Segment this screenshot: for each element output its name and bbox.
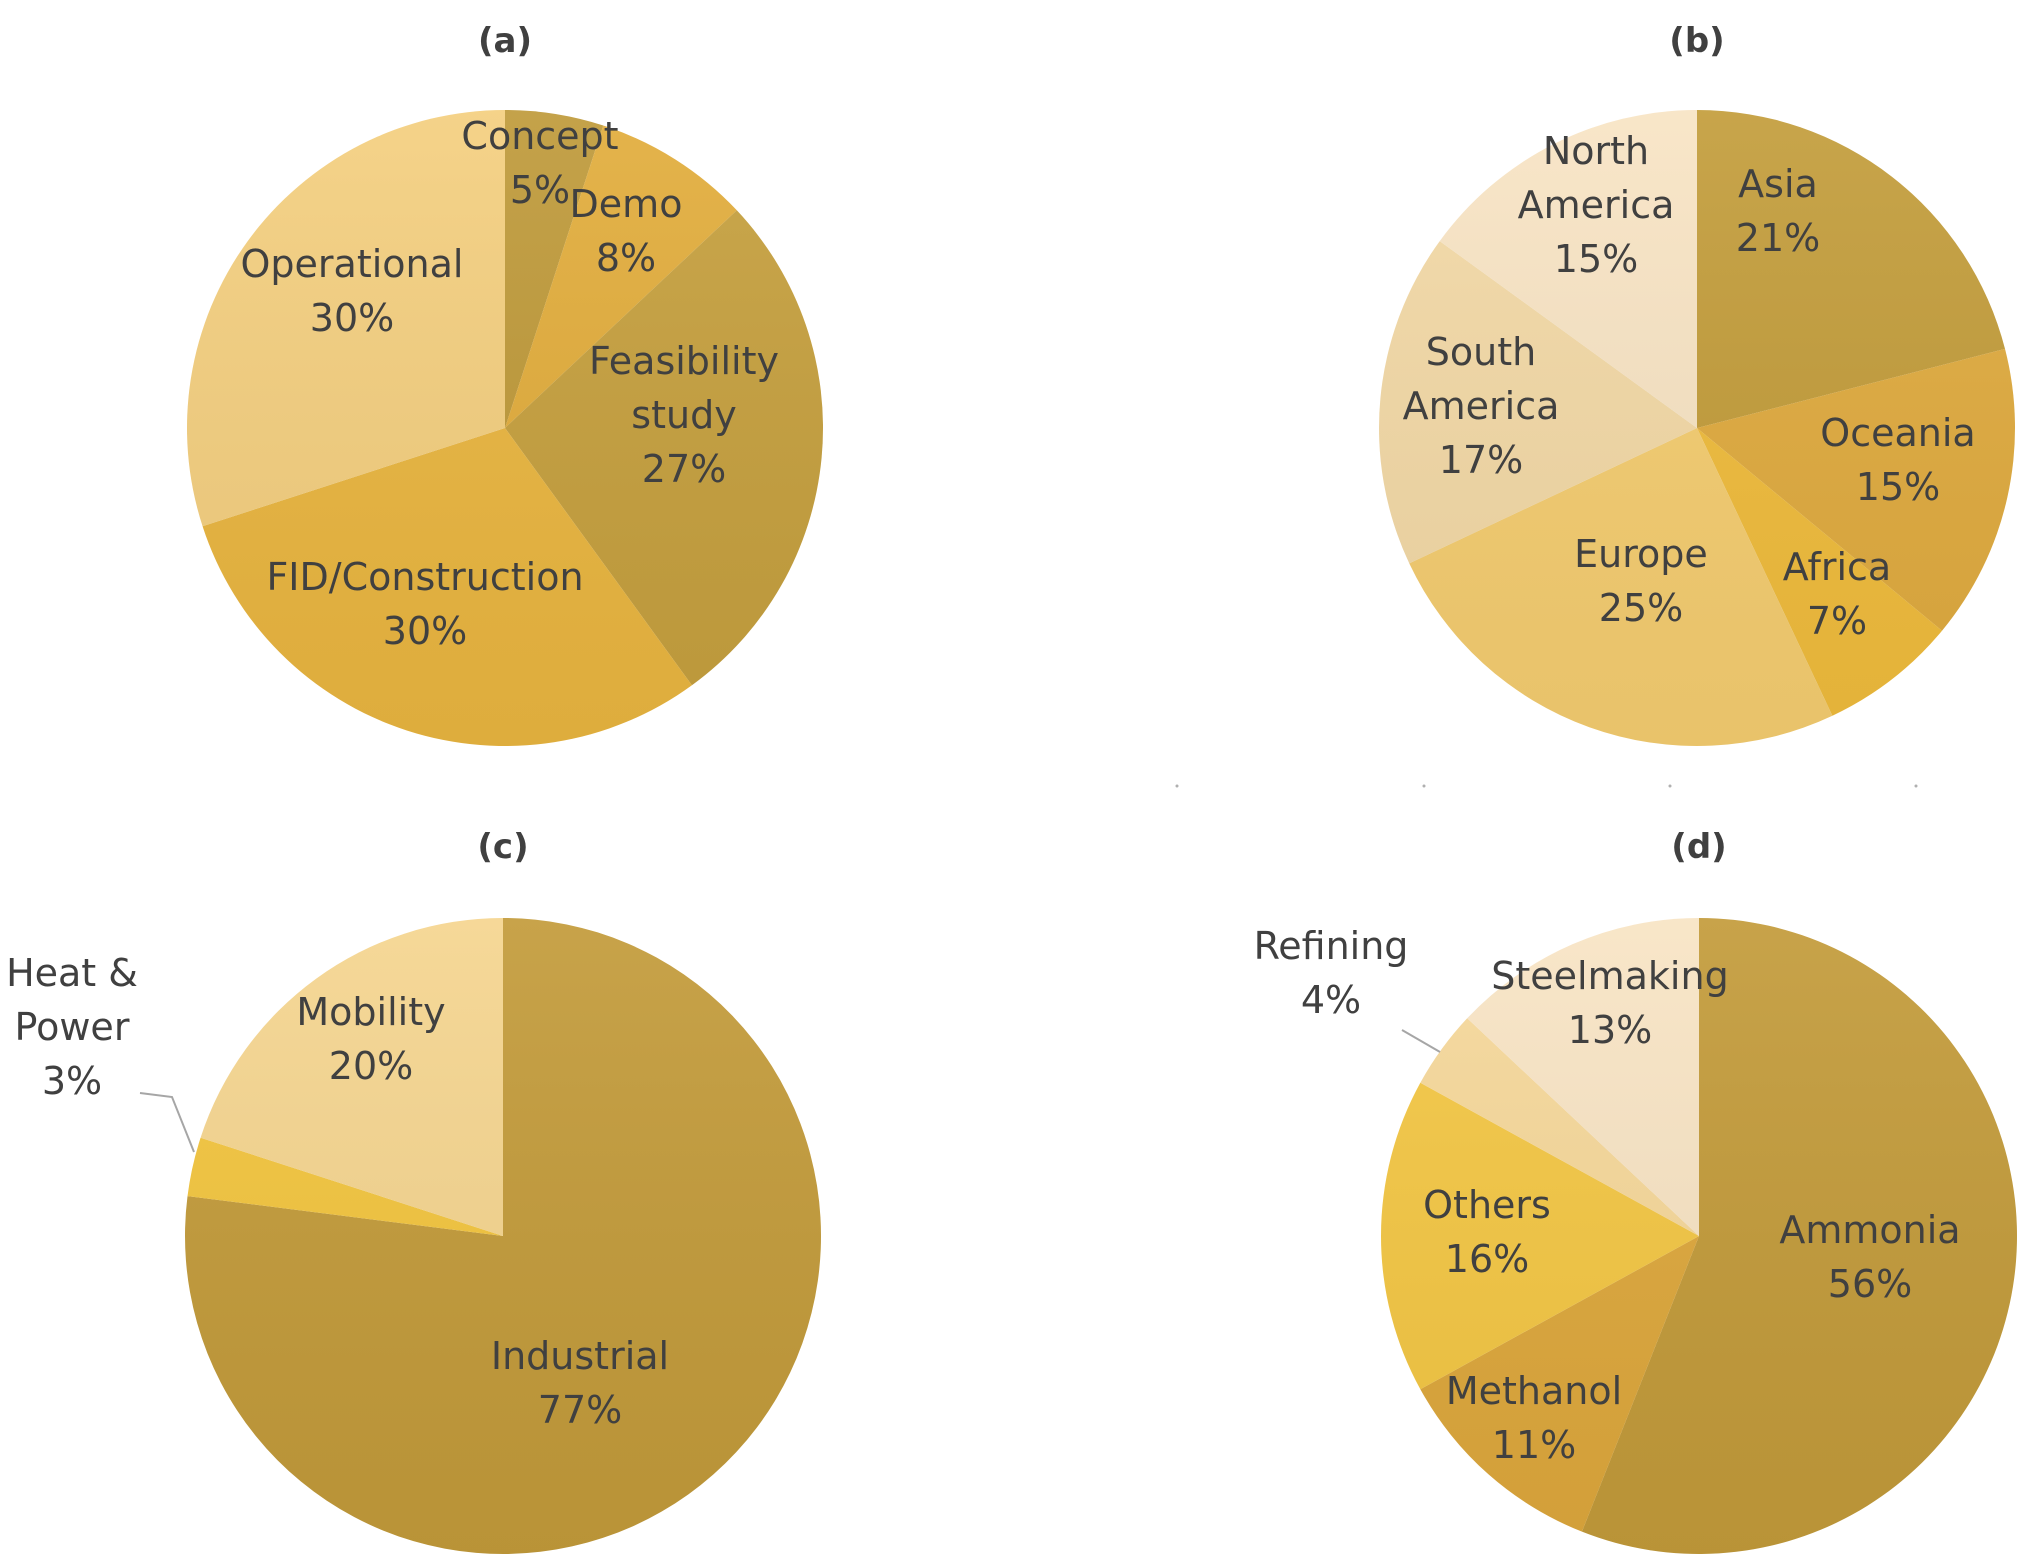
- pie-panel-a: (a) Concept 5% Demo 8% Feasibility study 27% FI…: [186, 21, 824, 747]
- slice-label-line: North: [1543, 129, 1649, 173]
- slice-label-line: Steelmaking: [1491, 954, 1728, 998]
- slice-label-line: 3%: [42, 1059, 102, 1103]
- slice-label-concept: Concept 5%: [461, 114, 618, 212]
- slice-label-line: 8%: [596, 236, 656, 280]
- slice-label-line: America: [1403, 384, 1560, 428]
- slice-label-line: 20%: [329, 1044, 413, 1088]
- slice-label-line: 16%: [1445, 1237, 1529, 1281]
- slice-label-line: 77%: [538, 1388, 622, 1432]
- slice-label-line: Demo: [570, 182, 683, 226]
- slice-label-operational: Operational 30%: [241, 242, 464, 340]
- slice-label-line: 30%: [310, 296, 394, 340]
- slice-label-line: 25%: [1599, 586, 1683, 630]
- panel-title-a: (a): [478, 21, 532, 61]
- refining-leader-line: [1401, 1029, 1441, 1053]
- slice-label-line: 15%: [1856, 465, 1940, 509]
- slice-label-line: study: [631, 393, 736, 437]
- slice-label-line: Mobility: [296, 990, 445, 1034]
- slice-label-oceania: Oceania 15%: [1820, 411, 1975, 509]
- pie-shading-overlay: [1379, 110, 2015, 746]
- slice-label-line: 15%: [1554, 237, 1638, 281]
- slice-label-mobility: Mobility 20%: [296, 990, 445, 1088]
- slice-label-line: Others: [1423, 1183, 1551, 1227]
- slice-label-line: Industrial: [491, 1334, 669, 1378]
- slice-label-feasibility-study: Feasibility study 27%: [589, 339, 779, 491]
- slice-label-demo: Demo 8%: [570, 182, 683, 280]
- slice-label-methanol: Methanol 11%: [1446, 1369, 1622, 1467]
- pie-shading-overlay: [187, 110, 823, 746]
- stray-dots: [1175, 784, 1918, 788]
- slice-label-ammonia: Ammonia 56%: [1779, 1208, 1960, 1306]
- slice-label-line: Africa: [1783, 545, 1891, 589]
- slice-label-line: 4%: [1301, 978, 1361, 1022]
- pie-shading-overlay: [185, 918, 821, 1554]
- panel-title-b: (b): [1669, 21, 1724, 61]
- slice-label-line: Refining: [1254, 924, 1409, 968]
- slice-label-others: Others 16%: [1423, 1183, 1551, 1281]
- pie-shading-overlay: [1381, 918, 2017, 1554]
- slice-label-europe: Europe 25%: [1574, 532, 1708, 630]
- slice-label-line: 5%: [510, 168, 570, 212]
- slice-label-line: 56%: [1828, 1262, 1912, 1306]
- slice-label-heat-power: Heat & Power 3%: [6, 951, 138, 1103]
- slice-label-line: Asia: [1738, 162, 1818, 206]
- heat-power-leader-line: [139, 1092, 195, 1153]
- pie-panel-b: (b) Asia 21% Oceania 15% Africa 7% Europe 25% So…: [1378, 21, 2015, 747]
- slice-label-line: 17%: [1439, 438, 1523, 482]
- slice-label-asia: Asia 21%: [1736, 162, 1820, 260]
- panel-title-d: (d): [1671, 827, 1726, 867]
- slice-label-refining: Refining 4%: [1254, 924, 1409, 1022]
- slice-label-line: Oceania: [1820, 411, 1975, 455]
- slice-label-line: 11%: [1492, 1423, 1576, 1467]
- slice-label-line: South: [1426, 330, 1536, 374]
- slice-label-line: 21%: [1736, 216, 1820, 260]
- slice-label-line: America: [1518, 183, 1675, 227]
- slice-label-south-america: South America 17%: [1403, 330, 1560, 482]
- slice-label-line: Methanol: [1446, 1369, 1622, 1413]
- slice-label-line: Power: [15, 1005, 130, 1049]
- slice-label-line: Europe: [1574, 532, 1708, 576]
- slice-label-line: 27%: [642, 447, 726, 491]
- slice-label-fid-construction: FID/Construction 30%: [266, 555, 583, 653]
- slice-label-line: Heat &: [6, 951, 138, 995]
- slice-label-line: 7%: [1807, 599, 1867, 643]
- slice-label-africa: Africa 7%: [1783, 545, 1891, 643]
- pie-panel-d: (d) Ammonia 56% Methanol 11% Others 16% Refini…: [1254, 827, 2018, 1554]
- slice-label-line: Ammonia: [1779, 1208, 1960, 1252]
- slice-label-line: FID/Construction: [266, 555, 583, 599]
- slice-label-line: Feasibility: [589, 339, 779, 383]
- slice-label-steelmaking: Steelmaking 13%: [1491, 954, 1728, 1052]
- slice-label-north-america: North America 15%: [1518, 129, 1675, 281]
- slice-label-line: 13%: [1568, 1008, 1652, 1052]
- slice-label-line: Operational: [241, 242, 464, 286]
- slice-label-industrial: Industrial 77%: [491, 1334, 669, 1432]
- pie-panel-c: (c) Industrial 77% Heat & Power 3% Mobility 20…: [6, 827, 822, 1555]
- slice-label-line: 30%: [383, 609, 467, 653]
- panel-title-c: (c): [477, 827, 528, 867]
- slice-label-line: Concept: [461, 114, 618, 158]
